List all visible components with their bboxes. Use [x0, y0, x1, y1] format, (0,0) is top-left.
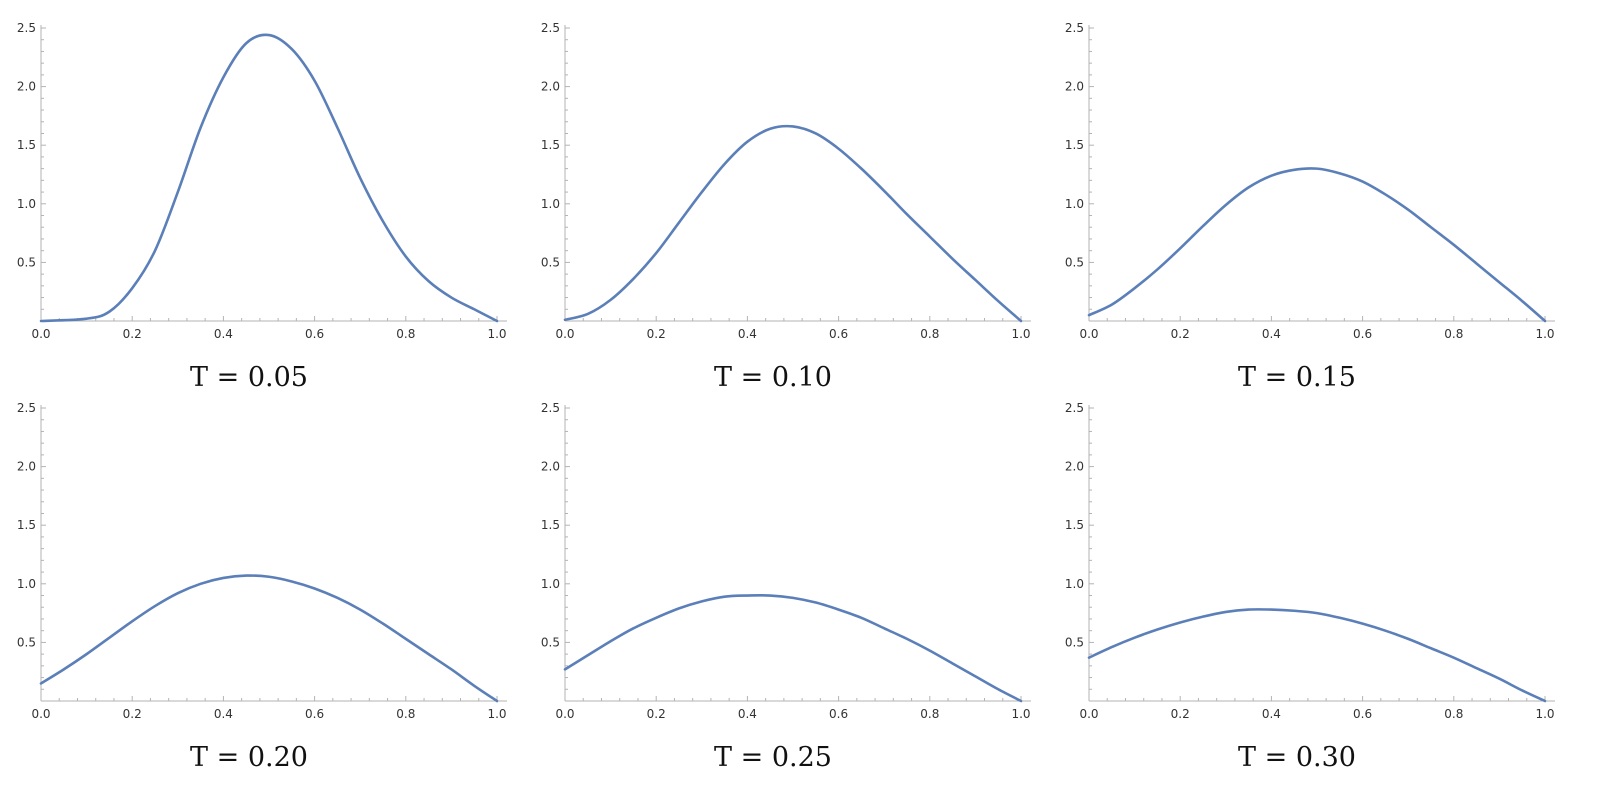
x-tick-label: 0.6 [305, 707, 324, 721]
chart-panel-1: 0.0 0.2 0.4 0.6 0.8 1.0 0.5 1.0 1.5 2.0 2.5 T = 0.0… [17, 21, 507, 393]
chart-caption: T = 0.15 [1238, 362, 1356, 393]
x-tick-label: 0.8 [396, 707, 415, 721]
chart-panel-4: 0.0 0.2 0.4 0.6 0.8 1.0 0.5 1.0 1.5 2.0 2.5 T = 0.2… [17, 401, 507, 773]
y-tick-label: 1.0 [1065, 197, 1084, 211]
x-tick-label: 0.2 [647, 707, 666, 721]
y-tick-label: 0.5 [1065, 635, 1084, 649]
chart-caption: T = 0.20 [190, 742, 308, 773]
chart-caption: T = 0.10 [714, 362, 832, 393]
y-tick-label: 2.5 [541, 401, 560, 415]
y-tick-label: 0.5 [541, 255, 560, 269]
x-tick-label: 0.4 [1262, 707, 1281, 721]
x-tick-label: 0.6 [1353, 327, 1372, 341]
series-line-1 [563, 124, 1023, 323]
x-tick-label: 0.8 [920, 327, 939, 341]
chart-caption: T = 0.30 [1238, 742, 1356, 773]
chart-panel-5: 0.0 0.2 0.4 0.6 0.8 1.0 0.5 1.0 1.5 2.0 2.5 T = 0.2… [541, 401, 1031, 773]
x-tick-label: 0.2 [123, 327, 142, 341]
x-tick-label: 1.0 [1535, 707, 1554, 721]
x-tick-label: 0.0 [1079, 707, 1098, 721]
x-tick-label: 0.0 [1079, 327, 1098, 341]
x-tick-label: 0.4 [214, 707, 233, 721]
x-tick-label: 0.4 [738, 327, 757, 341]
y-tick-label: 2.5 [541, 21, 560, 35]
y-tick-label: 2.0 [1065, 460, 1084, 474]
y-tick-label: 2.0 [541, 460, 560, 474]
y-tick-label: 2.5 [1065, 401, 1084, 415]
x-tick-label: 0.0 [31, 327, 50, 341]
x-tick-label: 0.6 [1353, 707, 1372, 721]
series-line-1 [39, 33, 499, 323]
chart-panel-3: 0.0 0.2 0.4 0.6 0.8 1.0 0.5 1.0 1.5 2.0 2.5 T = 0.1… [1065, 21, 1555, 393]
x-tick-label: 1.0 [1535, 327, 1554, 341]
y-tick-label: 2.5 [1065, 21, 1084, 35]
x-tick-label: 0.2 [123, 707, 142, 721]
y-tick-label: 1.0 [541, 577, 560, 591]
y-tick-label: 1.0 [1065, 577, 1084, 591]
x-tick-label: 1.0 [487, 327, 506, 341]
y-tick-label: 1.0 [541, 197, 560, 211]
x-tick-label: 0.6 [829, 327, 848, 341]
y-tick-label: 0.5 [1065, 255, 1084, 269]
x-tick-label: 0.6 [305, 327, 324, 341]
y-tick-label: 2.0 [1065, 80, 1084, 94]
y-tick-label: 1.0 [17, 577, 36, 591]
y-tick-label: 1.5 [17, 518, 36, 532]
series-line-1 [563, 593, 1023, 703]
x-tick-label: 0.4 [738, 707, 757, 721]
y-tick-label: 0.5 [541, 635, 560, 649]
x-tick-label: 0.8 [1444, 707, 1463, 721]
x-tick-label: 0.2 [647, 327, 666, 341]
x-tick-label: 0.8 [396, 327, 415, 341]
chart-panel-2: 0.0 0.2 0.4 0.6 0.8 1.0 0.5 1.0 1.5 2.0 2.5 T = 0.1… [541, 21, 1031, 393]
y-tick-label: 0.5 [17, 255, 36, 269]
y-tick-label: 2.0 [17, 80, 36, 94]
x-tick-label: 0.0 [555, 327, 574, 341]
y-tick-label: 1.5 [1065, 518, 1084, 532]
x-tick-label: 0.0 [555, 707, 574, 721]
y-tick-label: 1.5 [1065, 138, 1084, 152]
x-tick-label: 0.4 [214, 327, 233, 341]
series-line-1 [39, 574, 499, 703]
chart-caption: T = 0.05 [190, 362, 308, 393]
x-tick-label: 1.0 [1011, 327, 1030, 341]
series-line-1 [1087, 167, 1547, 323]
chart-caption: T = 0.25 [714, 742, 832, 773]
x-tick-label: 0.2 [1171, 327, 1190, 341]
x-tick-label: 0.0 [31, 707, 50, 721]
x-tick-label: 1.0 [487, 707, 506, 721]
y-tick-label: 2.5 [17, 21, 36, 35]
x-tick-label: 0.8 [920, 707, 939, 721]
x-tick-label: 0.6 [829, 707, 848, 721]
y-tick-label: 1.5 [17, 138, 36, 152]
y-tick-label: 2.0 [17, 460, 36, 474]
x-tick-label: 0.8 [1444, 327, 1463, 341]
y-tick-label: 1.0 [17, 197, 36, 211]
x-tick-label: 1.0 [1011, 707, 1030, 721]
y-tick-label: 1.5 [541, 138, 560, 152]
y-tick-label: 2.0 [541, 80, 560, 94]
series-line-1 [1087, 608, 1547, 703]
x-tick-label: 0.2 [1171, 707, 1190, 721]
y-tick-label: 0.5 [17, 635, 36, 649]
chart-panel-6: 0.0 0.2 0.4 0.6 0.8 1.0 0.5 1.0 1.5 2.0 2.5 T = 0.3… [1065, 401, 1555, 773]
x-tick-label: 0.4 [1262, 327, 1281, 341]
y-tick-label: 2.5 [17, 401, 36, 415]
y-tick-label: 1.5 [541, 518, 560, 532]
